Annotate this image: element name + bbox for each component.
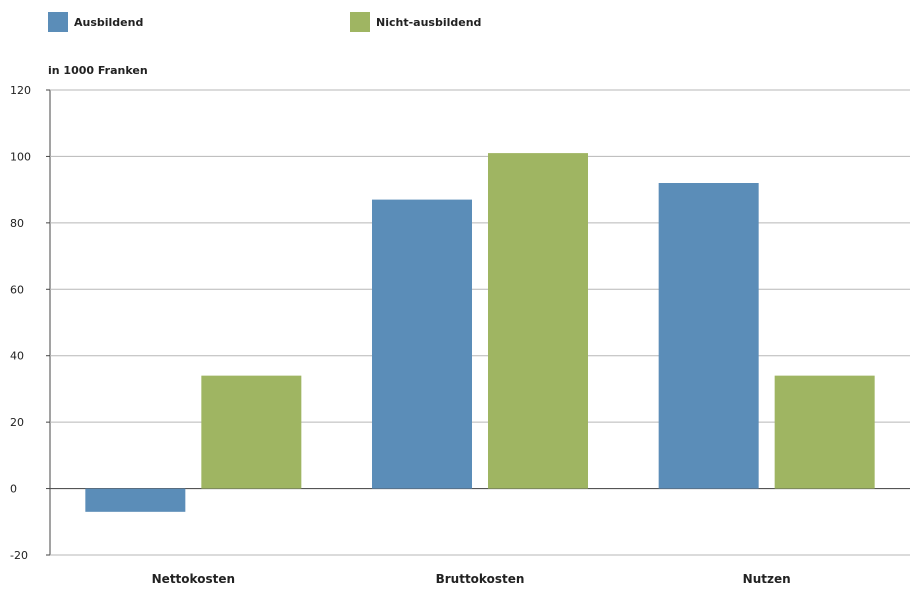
y-tick-label: 20 <box>10 416 24 429</box>
legend-item-ausbildend: Ausbildend <box>48 12 143 32</box>
y-tick-label: 0 <box>10 483 17 496</box>
y-tick-label: 40 <box>10 350 24 363</box>
y-tick-label: 100 <box>10 150 31 163</box>
legend-label-ausbildend: Ausbildend <box>74 15 144 29</box>
legend-item-nicht-ausbildend: Nicht-ausbildend <box>350 12 481 32</box>
bar-nicht-ausbildend-nutzen <box>774 375 875 489</box>
legend-swatch-ausbildend <box>48 12 68 32</box>
legend: Ausbildend Nicht-ausbildend <box>48 12 648 32</box>
bar-ausbildend-nettokosten <box>85 488 186 512</box>
y-tick-label: -20 <box>10 549 28 562</box>
bar-ausbildend-nutzen <box>658 183 759 489</box>
x-category-label: Nutzen <box>743 572 791 586</box>
y-tick-label: 120 <box>10 84 31 97</box>
x-category-label: Bruttokosten <box>436 572 525 586</box>
x-category-label: Nettokosten <box>152 572 235 586</box>
y-tick-label: 80 <box>10 217 24 230</box>
bar-nicht-ausbildend-bruttokosten <box>488 153 588 489</box>
y-tick-label: 60 <box>10 283 24 296</box>
legend-swatch-nicht-ausbildend <box>350 12 370 32</box>
bar-ausbildend-bruttokosten <box>372 199 472 489</box>
y-axis-unit-label: in 1000 Franken <box>48 64 148 77</box>
bar-nicht-ausbildend-nettokosten <box>201 375 302 489</box>
legend-label-nicht-ausbildend: Nicht-ausbildend <box>376 15 482 29</box>
